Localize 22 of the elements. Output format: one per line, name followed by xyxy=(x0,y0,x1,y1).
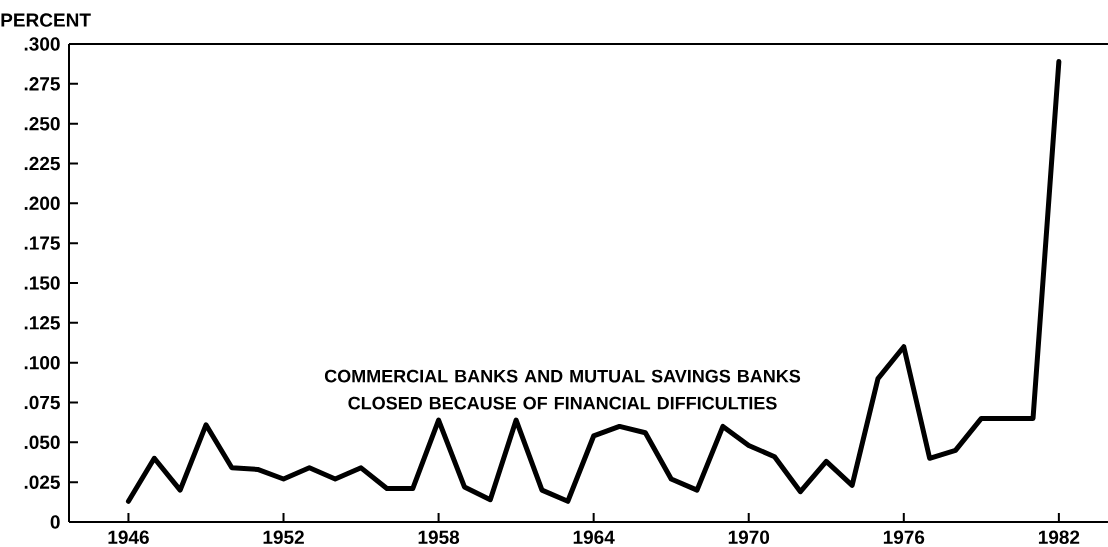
x-tick-label: 1946 xyxy=(108,530,149,544)
y-tick-label: .125 xyxy=(24,316,60,330)
y-tick-label: .250 xyxy=(24,116,60,131)
x-tick-label: 1982 xyxy=(1038,530,1080,544)
x-tick-label: 1958 xyxy=(418,530,460,544)
y-tick-label: .300 xyxy=(24,37,60,51)
y-tick-label: .050 xyxy=(24,435,60,450)
y-axis-title: PERCENT xyxy=(1,13,91,27)
y-tick-label: .075 xyxy=(24,395,60,410)
y-tick-label: .025 xyxy=(24,475,60,489)
y-tick-label: 0 xyxy=(50,515,60,529)
annotation: COMMERCIAL BANKS AND MUTUAL SAVINGS BANKS CLOSED BECAUSE OF FINANCIAL DIFFICULTIES xyxy=(324,369,801,410)
y-tick-label: .175 xyxy=(24,236,60,250)
y-tick-label: .200 xyxy=(24,196,60,211)
x-tick-label: 1976 xyxy=(883,530,925,544)
x-tick-label: 1970 xyxy=(728,530,770,544)
y-tick-label: .275 xyxy=(24,77,60,91)
x-tick-label: 1964 xyxy=(573,530,615,544)
y-tick-label: .225 xyxy=(24,156,60,171)
y-tick-label: .150 xyxy=(24,276,60,290)
x-tick-label: 1952 xyxy=(263,530,304,544)
y-tick-label: .100 xyxy=(24,355,60,370)
